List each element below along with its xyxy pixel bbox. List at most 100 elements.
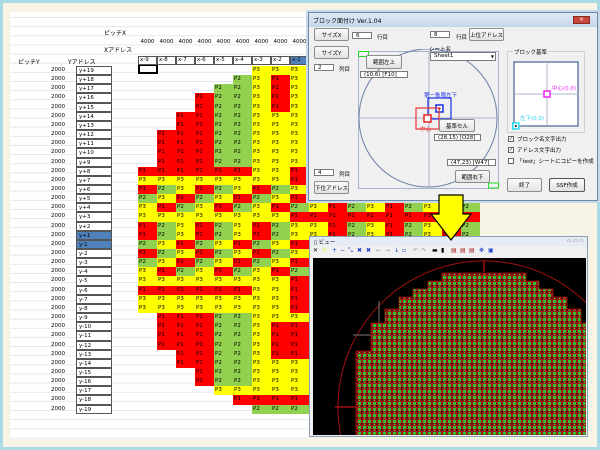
grid-cell-p3[interactable]: P3 [366, 230, 385, 240]
y-address-cell[interactable]: y-14 [76, 358, 112, 368]
grid-cell-p1[interactable]: P1 [176, 120, 195, 131]
grid-cell-p1[interactable]: P1 [195, 322, 214, 332]
grid-cell-p2[interactable]: P2 [233, 377, 252, 387]
grid-cell-p1[interactable]: P1 [176, 194, 195, 204]
grid-cell-p3[interactable]: P3 [252, 66, 271, 76]
grid-cell-p2[interactable]: P2 [233, 139, 252, 149]
size-y-input[interactable]: 2 [314, 64, 334, 71]
grid-cell-p3[interactable]: P3 [176, 175, 195, 185]
grid-cell-p2[interactable]: P2 [233, 358, 252, 368]
grid-cell-p1[interactable]: P1 [176, 130, 195, 140]
grid-cell-p1[interactable]: P1 [214, 166, 233, 176]
grid-cell-p3[interactable]: P3 [138, 294, 157, 304]
grid-cell-p3[interactable]: P3 [233, 184, 252, 195]
y-address-cell[interactable]: y-17 [76, 386, 112, 396]
grid-cell-p1[interactable]: P1 [195, 111, 214, 121]
upper-address-button[interactable]: 上位アドレス [469, 28, 504, 41]
grid-cell-p1[interactable]: P1 [195, 184, 214, 195]
grid-cell-p3[interactable]: P3 [252, 175, 271, 185]
grid-cell-p3[interactable]: P3 [252, 285, 271, 295]
x-address-cell[interactable]: x-7 [176, 56, 195, 65]
redo-icon[interactable]: ↷ [421, 247, 427, 254]
grid-cell-p2[interactable]: P2 [252, 239, 271, 250]
grid-cell-p3[interactable]: P3 [271, 111, 290, 121]
grid-cell-p3[interactable]: P3 [271, 130, 290, 140]
grid-cell-p3[interactable]: P3 [366, 203, 385, 213]
grid-cell-p1[interactable]: P1 [138, 184, 157, 195]
grid-cell-p1[interactable]: P1 [195, 367, 214, 378]
grid-cell-p3[interactable]: P3 [290, 230, 309, 240]
grid-cell-p3[interactable]: P3 [271, 139, 290, 149]
upper-input[interactable]: 8 [430, 31, 450, 38]
grid-cell-p2[interactable]: P2 [233, 203, 252, 213]
grid-cell-p1[interactable]: P1 [214, 267, 233, 277]
grid-cell-p2[interactable]: P2 [214, 331, 233, 341]
grid-cell-p3[interactable]: P3 [252, 102, 271, 112]
grid-cell-p3[interactable]: P3 [233, 221, 252, 231]
grid-cell-p2[interactable]: P2 [157, 249, 176, 259]
highlight-icon[interactable]: ✶ [322, 247, 328, 254]
arrow-down-tool-icon[interactable]: ↓ [394, 247, 400, 254]
y-address-cell[interactable]: y+1 [76, 230, 112, 240]
grid-cell-p1[interactable]: P1 [385, 212, 404, 222]
lower-input[interactable]: 4 [314, 169, 334, 176]
grid-cell-p2[interactable]: P2 [214, 120, 233, 131]
grid-cell-p1[interactable]: P1 [233, 166, 252, 176]
grid-cell-p1[interactable]: P1 [385, 221, 404, 231]
grid-cell-p2[interactable]: P2 [214, 184, 233, 195]
grid-cell-p1[interactable]: P1 [233, 395, 252, 405]
grid-cell-p2[interactable]: P2 [252, 404, 271, 414]
grid-cell-p2[interactable]: P2 [138, 239, 157, 250]
grid-cell-p1[interactable]: P1 [385, 203, 404, 213]
grid-cell-p3[interactable]: P3 [252, 349, 271, 359]
y-address-cell[interactable]: y+12 [76, 130, 112, 140]
grid-cell-p1[interactable]: P1 [271, 331, 290, 341]
grid-cell-p3[interactable]: P3 [157, 175, 176, 185]
grid-cell-p3[interactable]: P3 [176, 276, 195, 286]
y-address-cell[interactable]: y-6 [76, 285, 112, 295]
grid-cell-p1[interactable]: P1 [176, 239, 195, 250]
grid-cell-p1[interactable]: P1 [214, 203, 233, 213]
grid-cell-p3[interactable]: P3 [233, 175, 252, 185]
grid-cell-p2[interactable]: P2 [271, 249, 290, 259]
y-address-cell[interactable]: y-9 [76, 313, 112, 323]
block-ref-diagram[interactable] [512, 61, 582, 131]
grid-cell-p2[interactable]: P2 [290, 203, 309, 213]
grid-cell-p2[interactable]: P2 [233, 120, 252, 131]
grid-cell-p1[interactable]: P1 [195, 349, 214, 359]
grid-cell-p3[interactable]: P3 [290, 148, 309, 158]
grid-cell-p1[interactable]: P1 [157, 139, 176, 149]
grid-cell-p1[interactable]: P1 [195, 285, 214, 295]
grid-cell-p3[interactable]: P3 [252, 111, 271, 121]
grid-cell-p3[interactable]: P3 [252, 377, 271, 387]
grid-cell-p1[interactable]: P1 [195, 120, 214, 131]
move-icon[interactable]: ✥ [479, 247, 485, 254]
close-view-icon[interactable]: ✕ [313, 247, 319, 254]
window-controls[interactable]: ▭ ▭ ▭ [566, 238, 584, 244]
grid-cell-p1[interactable]: P1 [290, 258, 309, 268]
grid-cell-p2[interactable]: P2 [195, 258, 214, 268]
grid-cell-p2[interactable]: P2 [214, 358, 233, 368]
grid-cell-p1[interactable]: P1 [176, 358, 195, 368]
y-address-cell[interactable]: y-12 [76, 340, 112, 350]
diagonal-icon[interactable]: ⤡ [348, 247, 353, 254]
grid-cell-p3[interactable]: P3 [252, 212, 271, 222]
grid-cell-p1[interactable]: P1 [290, 322, 309, 332]
x-address-cell[interactable]: x-2 [271, 56, 290, 65]
grid-cell-p1[interactable]: P1 [157, 331, 176, 341]
grid-cell-p2[interactable]: P2 [214, 111, 233, 121]
grid-cell-p1[interactable]: P1 [176, 157, 195, 167]
grid-cell-p1[interactable]: P1 [271, 93, 290, 103]
grid-cell-p3[interactable]: P3 [214, 258, 233, 268]
grid-cell-p2[interactable]: P2 [214, 157, 233, 167]
y-address-cell[interactable]: y-15 [76, 367, 112, 378]
grid-cell-p1[interactable]: P1 [233, 258, 252, 268]
grid-cell-p2[interactable]: P2 [252, 194, 271, 204]
grid-cell-p1[interactable]: P1 [176, 285, 195, 295]
grid-cell-p3[interactable]: P3 [290, 367, 309, 378]
grid-cell-p2[interactable]: P2 [461, 221, 480, 231]
grid-cell-p1[interactable]: P1 [309, 212, 328, 222]
grid-cell-p3[interactable]: P3 [271, 239, 290, 250]
layer1-icon[interactable]: ▤ [451, 247, 457, 254]
grid-cell-p2[interactable]: P2 [233, 111, 252, 121]
